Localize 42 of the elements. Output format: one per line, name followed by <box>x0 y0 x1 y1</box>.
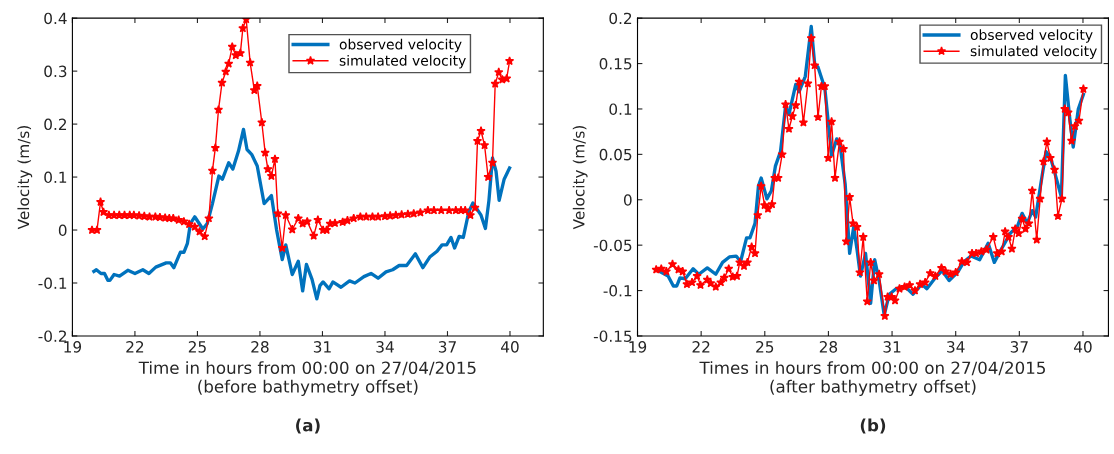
x-tick-label: 28 <box>819 341 838 353</box>
x-tick-label: 31 <box>883 341 901 353</box>
y-tick-label: -0.1 <box>38 277 67 290</box>
text: (a) <box>296 418 320 434</box>
x-tick-label: 22 <box>126 341 144 353</box>
y-tick-label: -0.2 <box>38 330 67 342</box>
x-tick-label: 37 <box>438 341 456 353</box>
x-tick-label: 34 <box>376 341 394 353</box>
x-tick-label: 31 <box>313 341 331 353</box>
y-tick-label: 0.3 <box>44 65 67 78</box>
legend-label: simulated velocity <box>970 45 1097 59</box>
y-tick-label: 0.05 <box>599 148 632 161</box>
y-tick-label: 0.2 <box>609 12 632 25</box>
y-tick-label: -0.05 <box>593 239 632 252</box>
x-tick-label: 40 <box>501 341 519 353</box>
x-tick-label: 22 <box>692 341 710 353</box>
text: (b) <box>860 418 886 434</box>
legend-label: simulated velocity <box>339 55 466 69</box>
y-axis-title: Velocity (m/s) <box>572 126 588 230</box>
y-axis-title: Velocity (m/s) <box>17 126 33 230</box>
x-tick-label: 28 <box>251 341 269 353</box>
y-tick-label: 0.1 <box>609 103 632 115</box>
x-tick-label: 40 <box>1074 341 1092 353</box>
y-tick-label: 0.15 <box>599 58 632 70</box>
x-tick-label: 34 <box>947 341 965 353</box>
x-tick-label: 25 <box>756 341 774 353</box>
y-tick-label: -0.1 <box>603 285 632 297</box>
y-tick-label: -0.15 <box>593 330 632 342</box>
y-tick-label: 0.2 <box>44 118 67 131</box>
legend-label: observed velocity <box>970 29 1093 43</box>
x-axis-title: Times in hours from 00:00 on 27/04/2015 (after bathymetry offset) <box>699 361 1045 396</box>
x-tick-label: 37 <box>1010 341 1028 353</box>
y-tick-label: 0 <box>623 194 632 206</box>
y-tick-label: 0 <box>58 224 67 237</box>
x-tick-label: 19 <box>64 341 82 353</box>
legend-label: observed velocity <box>339 38 462 53</box>
y-tick-label: 0.4 <box>44 12 67 25</box>
y-tick-label: 0.1 <box>44 171 67 184</box>
x-tick-label: 19 <box>629 341 647 353</box>
line-series <box>92 127 512 301</box>
x-axis-title: Time in hours from 00:00 on 27/04/2015 (before bathymetry offset) <box>138 361 476 396</box>
x-tick-label: 25 <box>188 341 206 353</box>
